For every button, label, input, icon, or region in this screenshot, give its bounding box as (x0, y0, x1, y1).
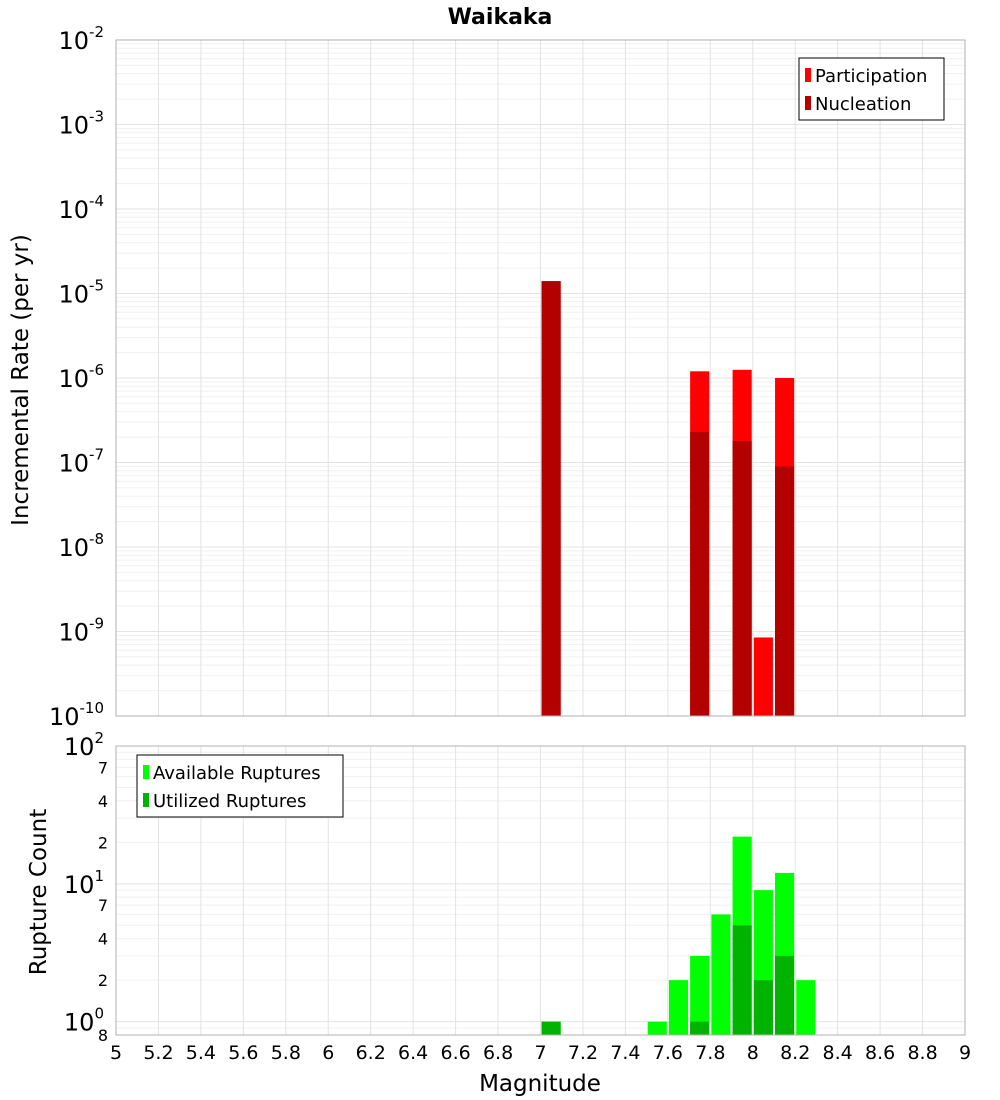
x-tick-label: 5 (110, 1042, 122, 1064)
count-y-tick-label: 102 (64, 729, 104, 761)
rate-y-tick-label: 10-9 (58, 615, 104, 647)
rate-legend-swatch (805, 68, 811, 82)
chart-title: Waikaka (448, 5, 553, 30)
rate-y-tick-label: 10-8 (58, 530, 104, 562)
nucleation-bar (775, 466, 795, 716)
x-tick-label: 6.8 (483, 1042, 513, 1064)
x-tick-label: 7.6 (653, 1042, 683, 1064)
x-tick-label: 8.2 (780, 1042, 810, 1064)
utilized-ruptures-bar (775, 955, 795, 1035)
rate-legend-label: Participation (815, 66, 927, 87)
x-tick-label: 6.2 (356, 1042, 386, 1064)
count-y-minor-tick-label: 4 (98, 792, 108, 811)
count-y-minor-tick-label: 2 (98, 971, 108, 990)
rate-legend: Participation Nucleation (798, 57, 945, 121)
rupture-legend-swatch (143, 793, 149, 807)
rupture-legend-swatch (143, 765, 149, 779)
rupture-legend: Available Ruptures Utilized Ruptures (136, 754, 344, 818)
nucleation-bar (732, 440, 752, 716)
magnitude-axis-title: Magnitude (479, 1071, 601, 1097)
utilized-ruptures-bar (753, 980, 773, 1035)
utilized-ruptures-bar (732, 925, 752, 1035)
rate-y-tick-label: 10-3 (58, 108, 104, 140)
magnitude-axis: 5 5.2 5.4 5.6 5.8 6 6.2 6.4 6.6 6.8 7 7.2 7.4 7.6 7.8 8… (110, 1042, 971, 1064)
x-tick-label: 7.8 (695, 1042, 725, 1064)
x-tick-label: 8 (747, 1042, 759, 1064)
rate-y-tick-label: 10-6 (58, 361, 104, 393)
count-y-minor-tick-label: 4 (98, 930, 108, 949)
count-y-minor-tick-label: 8 (98, 1026, 108, 1045)
count-y-tick-label: 100 (64, 1005, 104, 1037)
rate-y-tick-label: 10-4 (58, 192, 104, 224)
participation-bar (753, 637, 773, 716)
rupture-legend-label: Utilized Ruptures (153, 791, 306, 812)
x-tick-label: 8.6 (865, 1042, 895, 1064)
x-tick-label: 8.8 (907, 1042, 937, 1064)
x-tick-label: 7.4 (610, 1042, 640, 1064)
x-tick-label: 7.2 (568, 1042, 598, 1064)
rupture-legend-label: Available Ruptures (153, 763, 321, 784)
x-tick-label: 6.4 (398, 1042, 428, 1064)
x-tick-label: 9 (959, 1042, 971, 1064)
nucleation-bar (690, 431, 710, 716)
rate-y-tick-label: 10-5 (58, 277, 104, 309)
x-tick-label: 5.8 (271, 1042, 301, 1064)
x-tick-label: 5.4 (186, 1042, 216, 1064)
available-ruptures-bar (711, 914, 731, 1035)
utilized-ruptures-bar (690, 1021, 710, 1035)
x-tick-label: 6 (322, 1042, 334, 1064)
rate-legend-box (798, 57, 945, 121)
count-y-minor-tick-label: 2 (98, 833, 108, 852)
x-tick-label: 7 (534, 1042, 546, 1064)
x-tick-label: 5.2 (143, 1042, 173, 1064)
x-tick-label: 6.6 (440, 1042, 470, 1064)
count-axis-title: Rupture Count (26, 809, 52, 975)
count-y-minor-tick-label: 7 (98, 896, 108, 915)
rate-y-tick-label: 10-7 (58, 446, 104, 478)
rupture-legend-box (136, 754, 344, 818)
count-y-tick-label: 101 (64, 867, 104, 899)
count-plot-border (115, 745, 966, 1036)
available-ruptures-bar (668, 980, 689, 1035)
x-tick-label: 5.6 (228, 1042, 258, 1064)
rate-axis-title: Incremental Rate (per yr) (8, 234, 34, 526)
rate-y-tick-label: 10-10 (49, 699, 104, 731)
available-ruptures-bar (690, 955, 710, 1035)
x-tick-label: 8.4 (823, 1042, 853, 1064)
rate-y-tick-label: 10-2 (58, 23, 104, 55)
rate-plot-border (115, 39, 966, 717)
rate-panel: 10-10 10-9 10-8 10-7 10-6 10-5 10-4 10-3 10-2 (49, 23, 966, 731)
count-y-minor-tick-label: 7 (98, 758, 108, 777)
available-ruptures-bar (796, 980, 816, 1035)
utilized-ruptures-bar (541, 1021, 561, 1035)
nucleation-bar (541, 281, 561, 716)
available-ruptures-bar (647, 1021, 667, 1035)
rate-legend-swatch (805, 96, 811, 110)
rate-legend-label: Nucleation (815, 94, 911, 115)
